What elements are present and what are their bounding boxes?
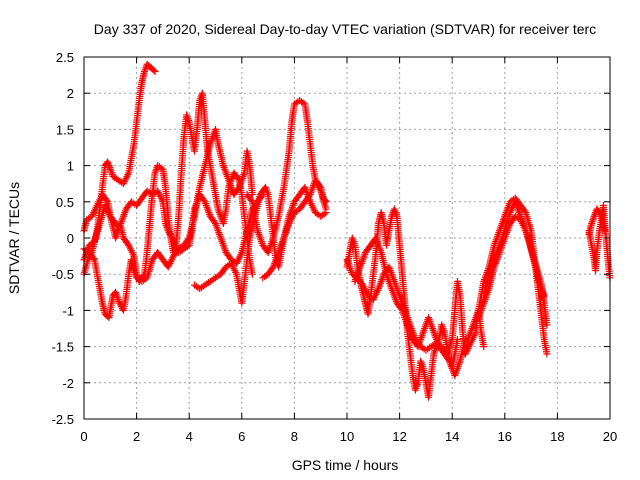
y-tick-label: -1 <box>62 303 74 318</box>
x-tick-label: 10 <box>340 429 354 444</box>
x-tick-labels: 0 2 4 6 8 10 12 14 16 18 20 <box>80 429 617 444</box>
data-points <box>80 60 614 401</box>
x-tick-label: 12 <box>392 429 406 444</box>
y-tick-label: -2 <box>62 376 74 391</box>
x-tick-label: 0 <box>80 429 87 444</box>
y-tick-label: 2.5 <box>56 50 74 65</box>
data-point <box>480 343 488 351</box>
data-point <box>601 227 609 235</box>
data-point <box>445 356 453 364</box>
data-point <box>461 335 469 343</box>
x-tick-label: 6 <box>238 429 245 444</box>
x-tick-label: 14 <box>445 429 459 444</box>
data-point <box>247 196 255 204</box>
data-point <box>234 185 242 193</box>
data-point <box>543 350 551 358</box>
axis-ticks <box>83 56 611 420</box>
chart-title: Day 337 of 2020, Sidereal Day-to-day VTE… <box>94 21 596 37</box>
x-tick-label: 16 <box>498 429 512 444</box>
x-tick-label: 2 <box>133 429 140 444</box>
data-point <box>150 66 158 74</box>
data-point <box>322 205 330 213</box>
y-tick-label: 1.5 <box>56 122 74 137</box>
data-point <box>89 254 97 262</box>
data-point <box>268 264 276 272</box>
y-tick-label: 1 <box>67 159 74 174</box>
data-point <box>248 270 256 278</box>
y-tick-label: -2.5 <box>52 412 74 427</box>
data-point <box>200 196 208 204</box>
data-point <box>151 67 159 75</box>
x-tick-label: 8 <box>291 429 298 444</box>
data-point <box>305 192 313 200</box>
data-point <box>397 305 405 313</box>
y-tick-label: -0.5 <box>52 267 74 282</box>
data-point <box>521 207 529 215</box>
y-tick-label: 2 <box>67 86 74 101</box>
x-tick-label: 18 <box>550 429 564 444</box>
y-tick-label: 0.5 <box>56 195 74 210</box>
data-point <box>210 218 218 226</box>
data-point <box>595 207 603 215</box>
data-point <box>543 321 551 329</box>
y-tick-label: -1.5 <box>52 340 74 355</box>
data-point <box>540 292 548 300</box>
x-axis-label: GPS time / hours <box>292 457 399 473</box>
y-axis-label: SDTVAR / TECUs <box>6 182 22 294</box>
y-tick-label: 0 <box>67 231 74 246</box>
data-point <box>103 196 111 204</box>
x-tick-label: 4 <box>186 429 193 444</box>
x-tick-label: 20 <box>603 429 617 444</box>
y-tick-labels: 2.5 2 1.5 1 0.5 0 -0.5 -1 -1.5 -2 -2.5 <box>52 50 74 427</box>
